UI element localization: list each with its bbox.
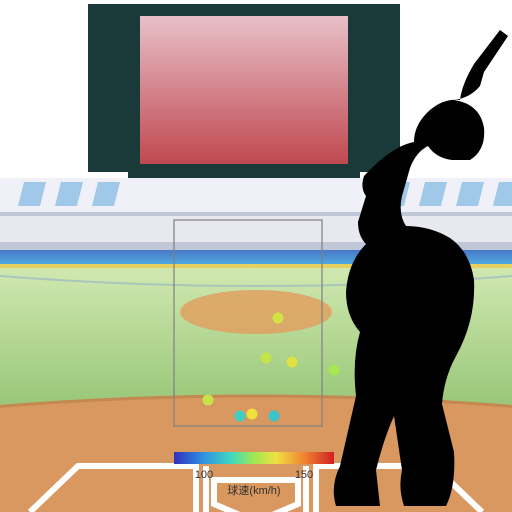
colorbar-gradient [174,452,334,464]
colorbar-tick: 150 [295,469,313,481]
pitch-marker [273,313,284,324]
pitch-location-chart: 100 150 球速(km/h) [0,0,512,512]
pitch-marker [287,357,298,368]
pitch-marker [329,365,340,376]
pitch-marker [247,409,258,420]
pitch-marker [269,411,280,422]
pitch-marker [235,411,246,422]
colorbar-tick: 100 [195,469,213,481]
pitch-marker [261,353,272,364]
pitch-marker [203,395,214,406]
colorbar-label: 球速(km/h) [227,483,280,497]
